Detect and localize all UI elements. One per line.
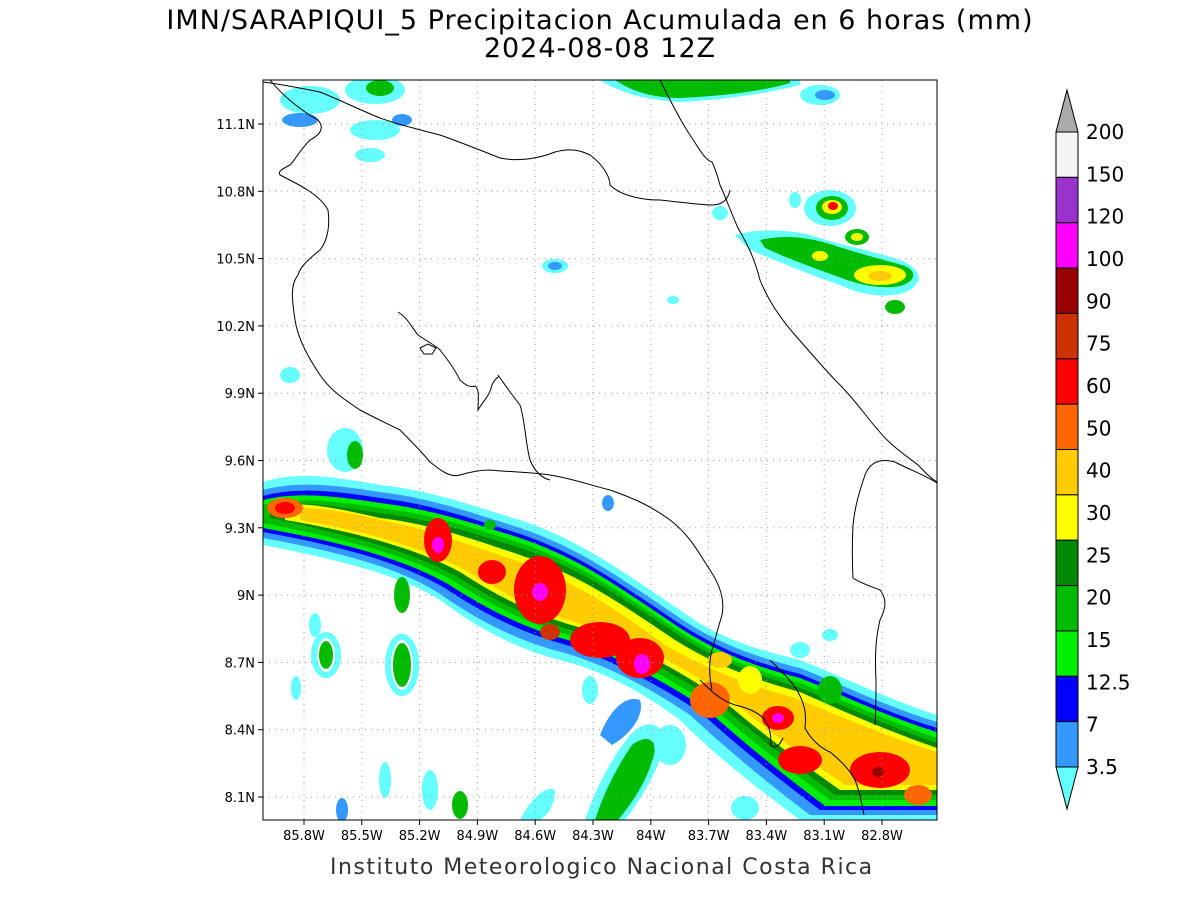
nicoya-gulf <box>397 311 551 481</box>
pacific-coast <box>269 80 724 691</box>
colorbar-level-label: 25 <box>1086 543 1111 567</box>
colorbar-level-label: 75 <box>1086 332 1111 356</box>
colorbar-min-triangle <box>1055 766 1079 811</box>
colorbar-swatch <box>1055 721 1079 768</box>
lat-tick-label: 9.3N <box>225 522 255 537</box>
colorbar-level-label: 200 <box>1086 120 1124 144</box>
lat-tick-label: 10.5N <box>216 253 255 268</box>
colorbar-swatch <box>1055 539 1079 587</box>
lat-tick-label: 11.1N <box>216 118 255 133</box>
lon-tick-label: 83.4W <box>745 829 787 844</box>
colorbar-level-label: 60 <box>1086 374 1111 398</box>
lat-tick-label: 10.8N <box>216 185 255 200</box>
panama-border <box>851 460 937 726</box>
colorbar-swatch <box>1055 630 1079 677</box>
longitude-axis: 85.8W 85.5W 85.2W 84.9W 84.6W 84.3W 84W 83.7W 83… <box>283 820 903 844</box>
lon-tick-label: 82.8W <box>861 829 903 844</box>
lon-tick-label: 85.2W <box>399 829 441 844</box>
colorbar-level-label: 100 <box>1086 247 1124 271</box>
colorbar-swatch <box>1055 267 1079 314</box>
colorbar-level-label: 150 <box>1086 162 1124 186</box>
burica-peninsula <box>769 659 865 816</box>
colorbar-level-label: 15 <box>1086 628 1111 652</box>
lon-tick-label: 84.6W <box>514 829 556 844</box>
colorbar-swatch <box>1055 585 1079 632</box>
rain-north <box>280 80 840 530</box>
rain-caribbean <box>735 190 919 314</box>
lon-tick-label: 83.7W <box>688 829 730 844</box>
colorbar-level-label: 12.5 <box>1086 670 1131 694</box>
colorbar-swatch <box>1055 403 1079 450</box>
colorbar-swatch <box>1055 358 1079 405</box>
colorbar-level-label: 40 <box>1086 459 1111 483</box>
osa-peninsula <box>699 679 784 748</box>
lon-tick-label: 85.5W <box>341 829 383 844</box>
latitude-axis: 11.1N 10.8N 10.5N 10.2N 9.9N 9.6N 9.3N 9N 8.7N 8.… <box>216 118 263 806</box>
colorbar-swatch <box>1055 176 1079 224</box>
lon-tick-label: 84.3W <box>572 829 614 844</box>
footer-credit: Instituto Meteorologico Nacional Costa R… <box>330 855 874 880</box>
nicoya-island <box>419 343 437 355</box>
colorbar-legend: 200 150 120 100 90 75 60 50 40 30 25 20 15 12.5 7 3.5 <box>1055 88 1131 811</box>
graticule <box>263 80 937 820</box>
lon-tick-label: 84.9W <box>456 829 498 844</box>
rain-band-south <box>291 577 842 820</box>
map-title: IMN/SARAPIQUI_5 Precipitacion Acumulada … <box>166 5 1034 36</box>
lat-tick-label: 9N <box>237 589 255 604</box>
colorbar-level-label: 50 <box>1086 416 1111 440</box>
colorbar-swatch <box>1055 222 1079 269</box>
lat-tick-label: 9.6N <box>225 455 255 470</box>
lat-tick-label: 9.9N <box>225 387 255 402</box>
colorbar-level-label: 120 <box>1086 205 1124 229</box>
lat-tick-label: 10.2N <box>216 320 255 335</box>
lat-tick-label: 8.1N <box>225 791 255 806</box>
lon-tick-label: 85.8W <box>283 829 325 844</box>
colorbar-max-triangle <box>1055 88 1079 133</box>
lon-tick-label: 84W <box>636 829 666 844</box>
coastline <box>263 80 937 816</box>
colorbar-swatch <box>1055 131 1079 178</box>
precipitation-field <box>263 80 937 820</box>
caribbean-coast <box>659 80 937 483</box>
colorbar-swatch <box>1055 494 1079 541</box>
colorbar-swatch <box>1055 675 1079 723</box>
lat-tick-label: 8.7N <box>225 656 255 671</box>
colorbar-level-label: 7 <box>1086 713 1099 737</box>
north-border <box>263 81 731 206</box>
colorbar-level-label: 90 <box>1086 289 1111 313</box>
colorbar-swatch <box>1055 312 1079 360</box>
lon-tick-label: 83.1W <box>803 829 845 844</box>
map-frame <box>262 79 938 821</box>
map-subtitle: 2024-08-08 12Z <box>483 33 717 64</box>
colorbar-level-label: 20 <box>1086 586 1111 610</box>
lat-tick-label: 8.4N <box>225 724 255 739</box>
colorbar-level-label: 3.5 <box>1086 755 1118 779</box>
colorbar-level-label: 30 <box>1086 501 1111 525</box>
colorbar-swatch <box>1055 449 1079 496</box>
